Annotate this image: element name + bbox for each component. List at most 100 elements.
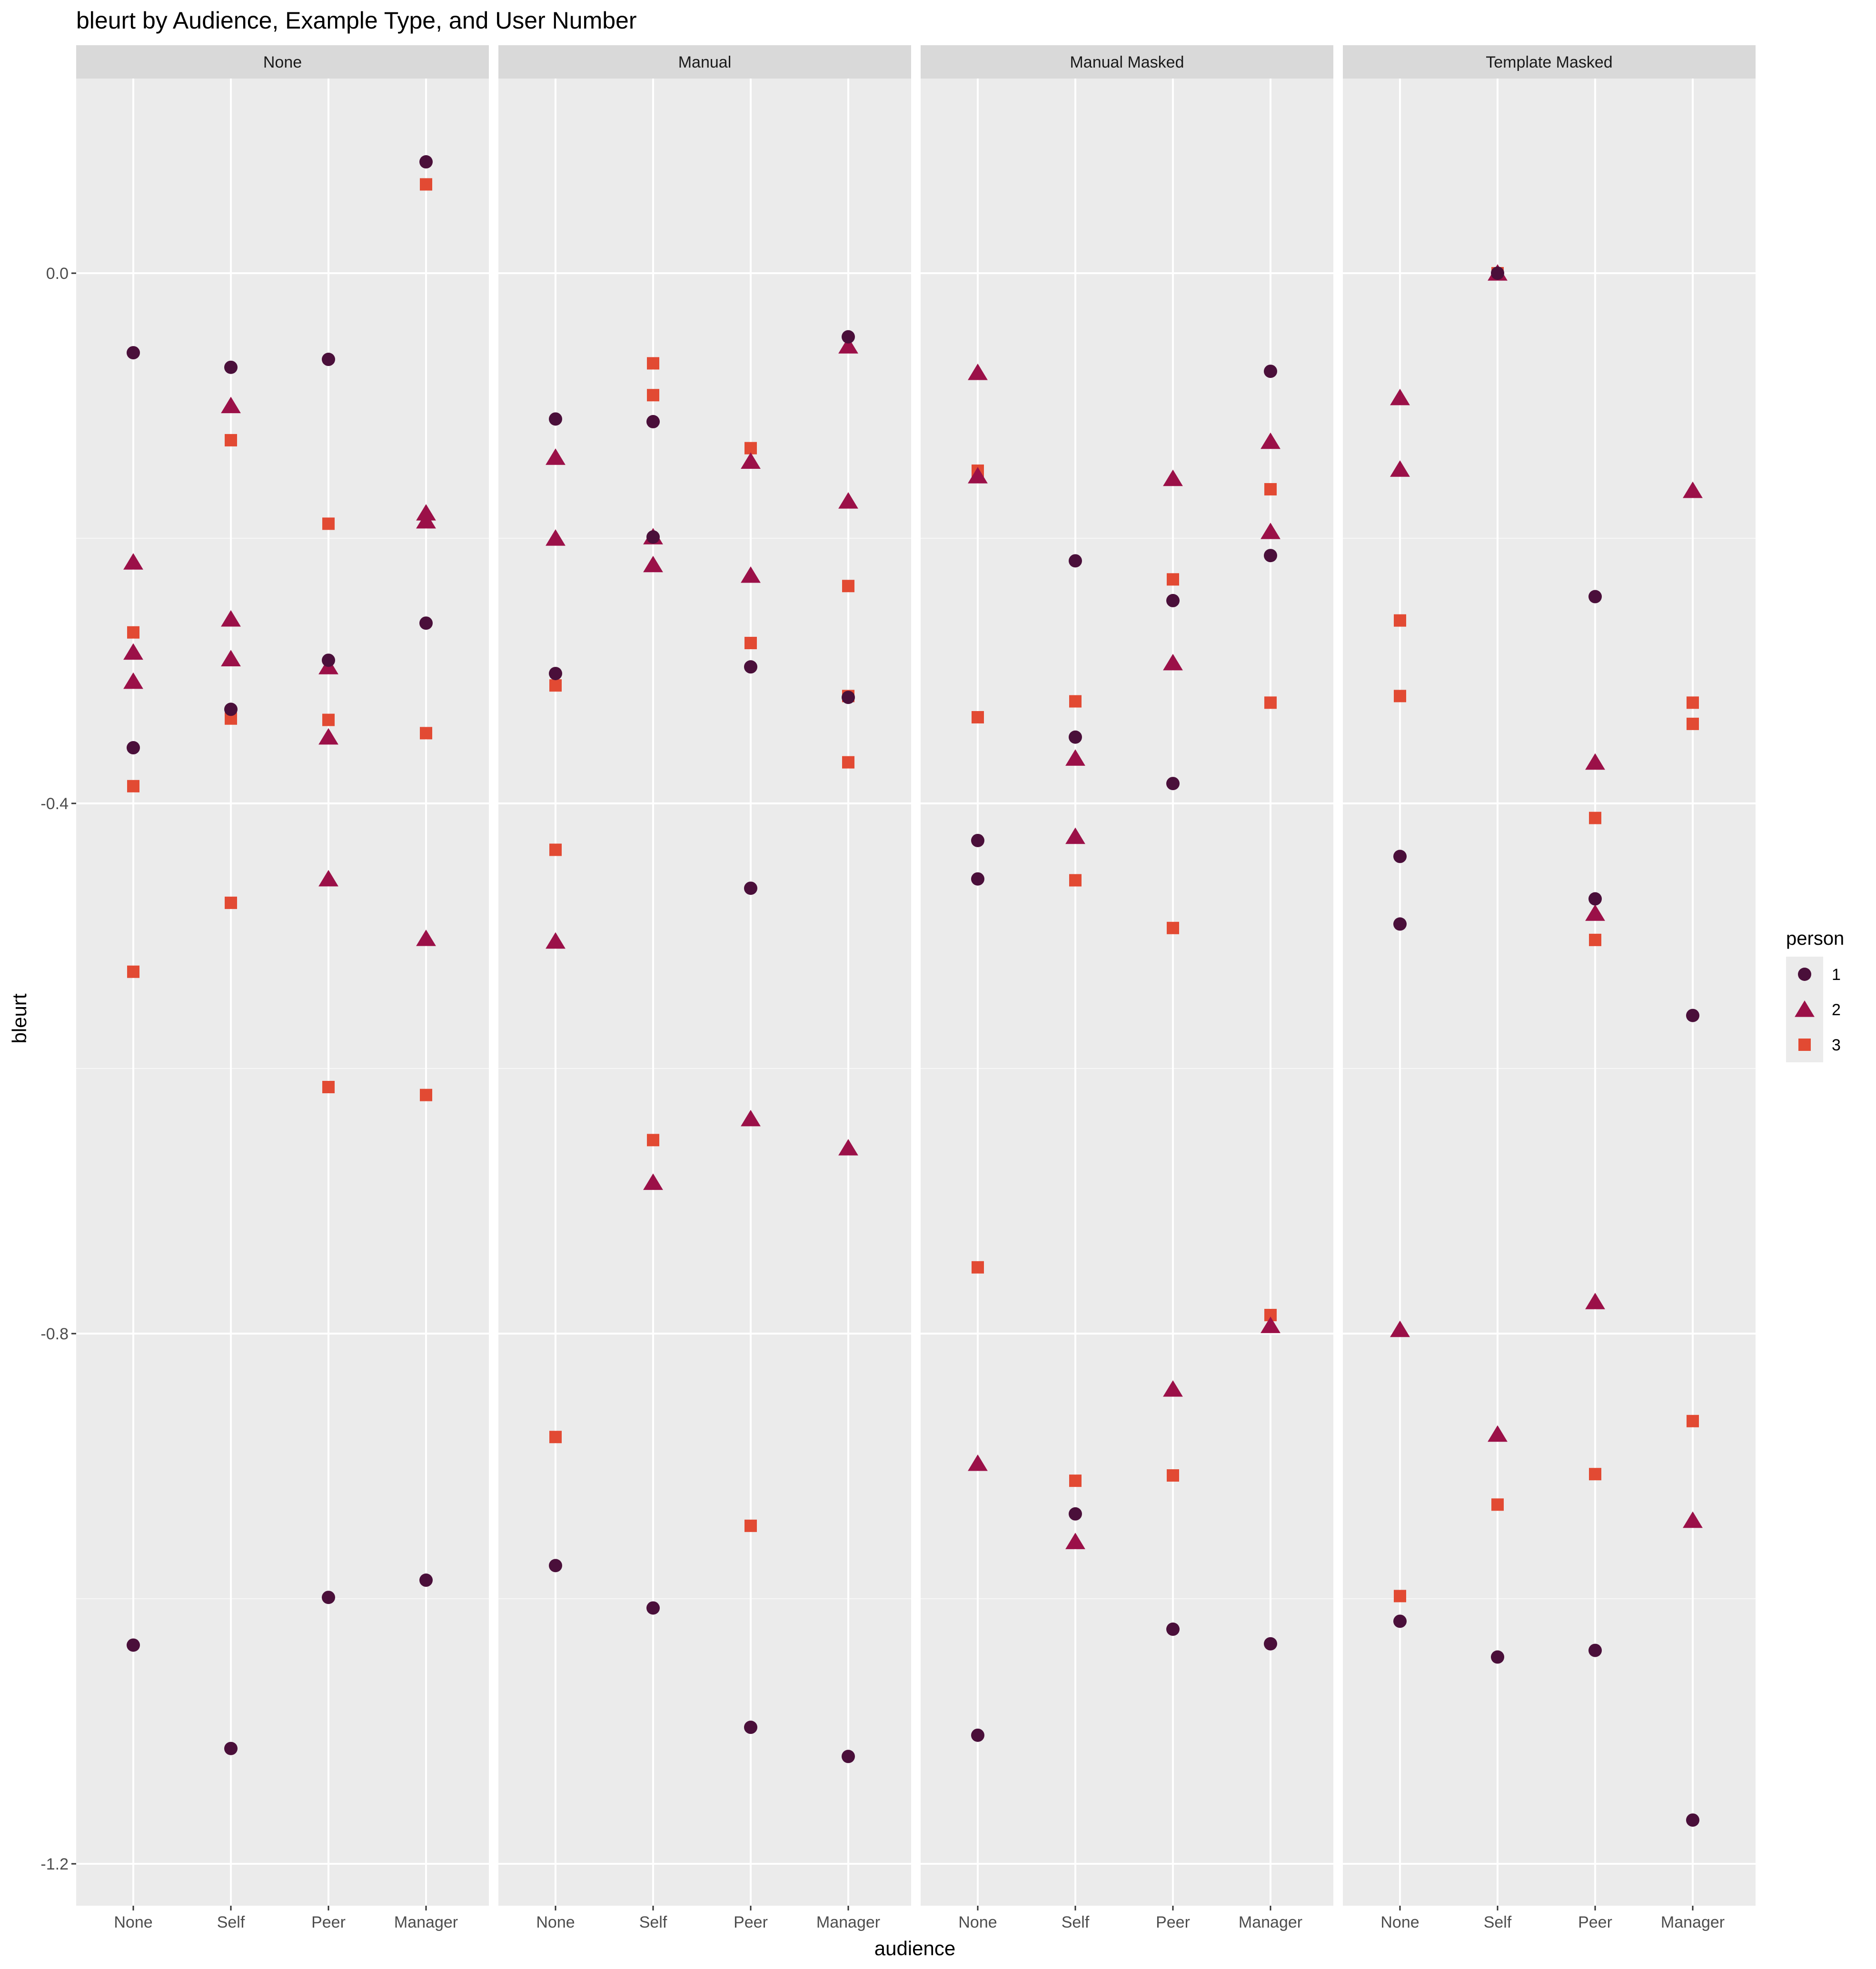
data-point-person-3 — [842, 756, 854, 769]
data-point-person-1 — [1393, 1614, 1407, 1628]
x-tick-label: Manager — [394, 1913, 458, 1931]
data-point-person-1 — [322, 1591, 335, 1604]
data-point-person-2 — [123, 643, 143, 660]
data-point-person-1 — [971, 1728, 984, 1742]
data-point-person-1 — [1069, 554, 1082, 568]
data-point-person-3 — [549, 679, 562, 692]
data-point-person-2 — [1261, 1316, 1280, 1333]
data-point-person-1 — [419, 616, 433, 630]
panel-background — [76, 79, 489, 1906]
x-axis: None Self Peer Manager None Self Peer Manager No… — [114, 1906, 1725, 1931]
panel-background — [498, 79, 911, 1906]
data-point-person-1 — [744, 881, 757, 895]
data-point-person-3 — [1264, 696, 1277, 709]
y-tick-label: 0.0 — [46, 265, 69, 283]
data-point-person-3 — [225, 896, 237, 909]
x-axis-title: audience — [874, 1937, 955, 1959]
y-axis: 0.0 -0.4 -0.8 -1.2 — [40, 265, 76, 1873]
data-point-person-1 — [1264, 365, 1277, 378]
data-point-person-1 — [322, 353, 335, 366]
data-point-person-1 — [1264, 1637, 1277, 1651]
data-point-person-3 — [744, 1519, 757, 1532]
data-point-person-3 — [1069, 874, 1082, 887]
x-tick-label: Peer — [311, 1913, 346, 1931]
data-point-person-3 — [1687, 696, 1699, 709]
data-point-person-3 — [744, 442, 757, 455]
data-point-person-1 — [744, 660, 757, 674]
data-point-person-2 — [1261, 432, 1280, 449]
data-point-person-2 — [546, 932, 566, 949]
panel-background — [1343, 79, 1756, 1906]
y-tick-label: -0.4 — [40, 795, 69, 813]
legend-key-person-2 — [1795, 1000, 1815, 1017]
facet-strip-label: Manual — [678, 53, 732, 71]
x-tick-label: Peer — [1578, 1913, 1612, 1931]
data-point-person-1 — [971, 833, 984, 847]
data-point-person-2 — [1065, 1533, 1085, 1549]
data-point-person-1 — [646, 1601, 660, 1615]
data-point-person-1 — [1166, 594, 1180, 607]
data-point-person-2 — [1585, 753, 1605, 770]
data-point-person-1 — [1588, 1643, 1602, 1657]
data-point-person-1 — [1166, 777, 1180, 791]
data-point-person-1 — [1588, 590, 1602, 604]
data-point-person-3 — [972, 1261, 984, 1274]
facet-panel-none: None — [76, 45, 489, 1906]
data-point-person-3 — [549, 843, 562, 856]
data-point-person-3 — [1589, 1468, 1601, 1481]
data-point-person-2 — [1163, 653, 1183, 671]
data-point-person-2 — [1390, 388, 1410, 406]
data-point-person-3 — [420, 727, 432, 740]
points-manual — [546, 330, 858, 1763]
facet-panel-manual-masked: Manual Masked — [921, 45, 1333, 1906]
data-point-person-2 — [318, 728, 338, 745]
facet-strip-label: Manual Masked — [1070, 53, 1184, 71]
data-point-person-1 — [842, 1750, 855, 1763]
points-none — [123, 155, 436, 1755]
data-point-person-1 — [224, 703, 238, 716]
data-point-person-2 — [1261, 523, 1280, 539]
data-point-person-2 — [123, 672, 143, 689]
data-point-person-2 — [546, 448, 566, 465]
x-tick-label: None — [958, 1913, 997, 1931]
data-point-person-3 — [322, 517, 335, 530]
data-point-person-1 — [1491, 267, 1504, 280]
data-point-person-3 — [1394, 1590, 1406, 1603]
data-point-person-3 — [1069, 695, 1082, 708]
legend-items: 1 2 3 — [1795, 966, 1841, 1054]
x-tick-label: Self — [217, 1913, 245, 1931]
facet-panel-manual: Manual — [498, 45, 911, 1906]
data-point-person-1 — [127, 741, 140, 755]
data-point-person-1 — [842, 330, 855, 344]
x-tick-label: None — [114, 1913, 152, 1931]
data-point-person-3 — [127, 626, 139, 639]
data-point-person-1 — [1264, 549, 1277, 563]
data-point-person-3 — [1264, 483, 1277, 495]
data-point-person-3 — [1069, 1474, 1082, 1487]
facet-panels: None Manual Manual Masked Template Masked — [76, 45, 1756, 1906]
data-point-person-2 — [318, 870, 338, 887]
x-tick-label: Peer — [1156, 1913, 1190, 1931]
data-point-person-2 — [643, 1173, 663, 1190]
y-axis-title: bleurt — [8, 993, 30, 1043]
data-point-person-1 — [1491, 1650, 1504, 1664]
data-point-person-1 — [419, 1573, 433, 1587]
x-tick-label: None — [536, 1913, 575, 1931]
data-point-person-1 — [419, 155, 433, 169]
data-point-person-2 — [1390, 1320, 1410, 1337]
data-point-person-1 — [127, 1638, 140, 1652]
data-point-person-2 — [546, 529, 566, 546]
data-point-person-3 — [1589, 933, 1601, 946]
data-point-person-1 — [549, 412, 562, 426]
facet-strip — [921, 45, 1333, 79]
data-point-person-3 — [549, 1431, 562, 1444]
data-point-person-3 — [1167, 1469, 1179, 1482]
data-point-person-2 — [416, 512, 436, 529]
data-point-person-2 — [838, 1139, 858, 1156]
legend-key-person-1 — [1798, 968, 1811, 981]
y-tick-label: -0.8 — [40, 1325, 69, 1343]
points-template-masked — [1390, 264, 1703, 1827]
data-point-person-2 — [1065, 827, 1085, 844]
legend-title: person — [1786, 928, 1844, 949]
data-point-person-2 — [221, 610, 241, 627]
